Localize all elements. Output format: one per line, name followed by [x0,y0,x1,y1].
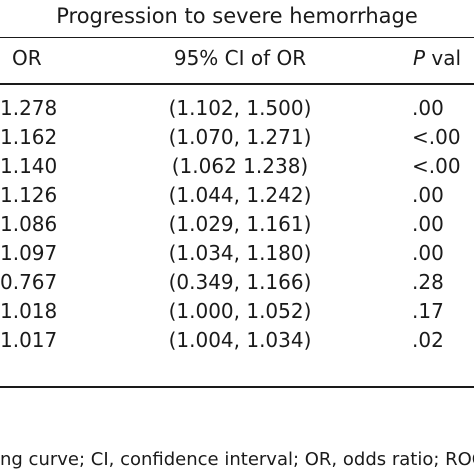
p-value: .00 [412,96,444,120]
table-row: 1.097 (1.034, 1.180) .00 [0,239,474,268]
p-value: <.00 [412,125,461,149]
ci-value: (1.062 1.238) [171,154,309,178]
or-value: 1.086 [0,212,58,236]
spanning-header: Progression to severe hemorrhage [56,4,418,28]
ci-value: (1.029, 1.161) [168,212,312,236]
table-footnote: ng curve; CI, confidence interval; OR, o… [0,449,474,470]
ci-value: (1.034, 1.180) [168,241,312,265]
ci-value: (1.070, 1.271) [168,125,312,149]
table-row: 1.126 (1.044, 1.242) .00 [0,181,474,210]
table-row: 1.140 (1.062 1.238) <.00 [0,152,474,181]
table-row: 1.017 (1.004, 1.034) .02 [0,326,474,355]
p-value: .28 [412,270,444,294]
p-suffix: val [425,46,462,70]
p-value: .00 [412,212,444,236]
or-value: 1.126 [0,183,58,207]
p-value: .00 [412,241,444,265]
table-row: 1.162 (1.070, 1.271) <.00 [0,123,474,152]
ci-column-header: 95% CI of OR [173,46,307,70]
or-value: 1.017 [0,328,58,352]
ci-value: (1.102, 1.500) [168,96,312,120]
table-row: 1.018 (1.000, 1.052) .17 [0,297,474,326]
or-value: 1.162 [0,125,58,149]
table-row: 1.278 (1.102, 1.500) .00 [0,94,474,123]
header-rule [0,83,474,85]
p-value: .02 [412,328,444,352]
bottom-rule [0,386,474,388]
or-value: 1.278 [0,96,58,120]
ci-value: (1.044, 1.242) [168,183,312,207]
column-header-row: OR 95% CI of OR P val [0,44,474,73]
table-row: 1.086 (1.029, 1.161) .00 [0,210,474,239]
p-value: .00 [412,183,444,207]
or-value: 1.018 [0,299,58,323]
or-value: 1.140 [0,154,58,178]
ci-value: (1.000, 1.052) [168,299,312,323]
or-value: 1.097 [0,241,58,265]
or-column-header: OR [12,46,42,70]
p-value: .17 [412,299,444,323]
p-letter: P [413,46,426,70]
p-value-column-header: P val [413,44,461,73]
p-value: <.00 [412,154,461,178]
table-row: 0.767 (0.349, 1.166) .28 [0,268,474,297]
ci-value: (1.004, 1.034) [168,328,312,352]
or-value: 0.767 [0,270,58,294]
ci-value: (0.349, 1.166) [168,270,312,294]
top-rule [0,37,474,38]
